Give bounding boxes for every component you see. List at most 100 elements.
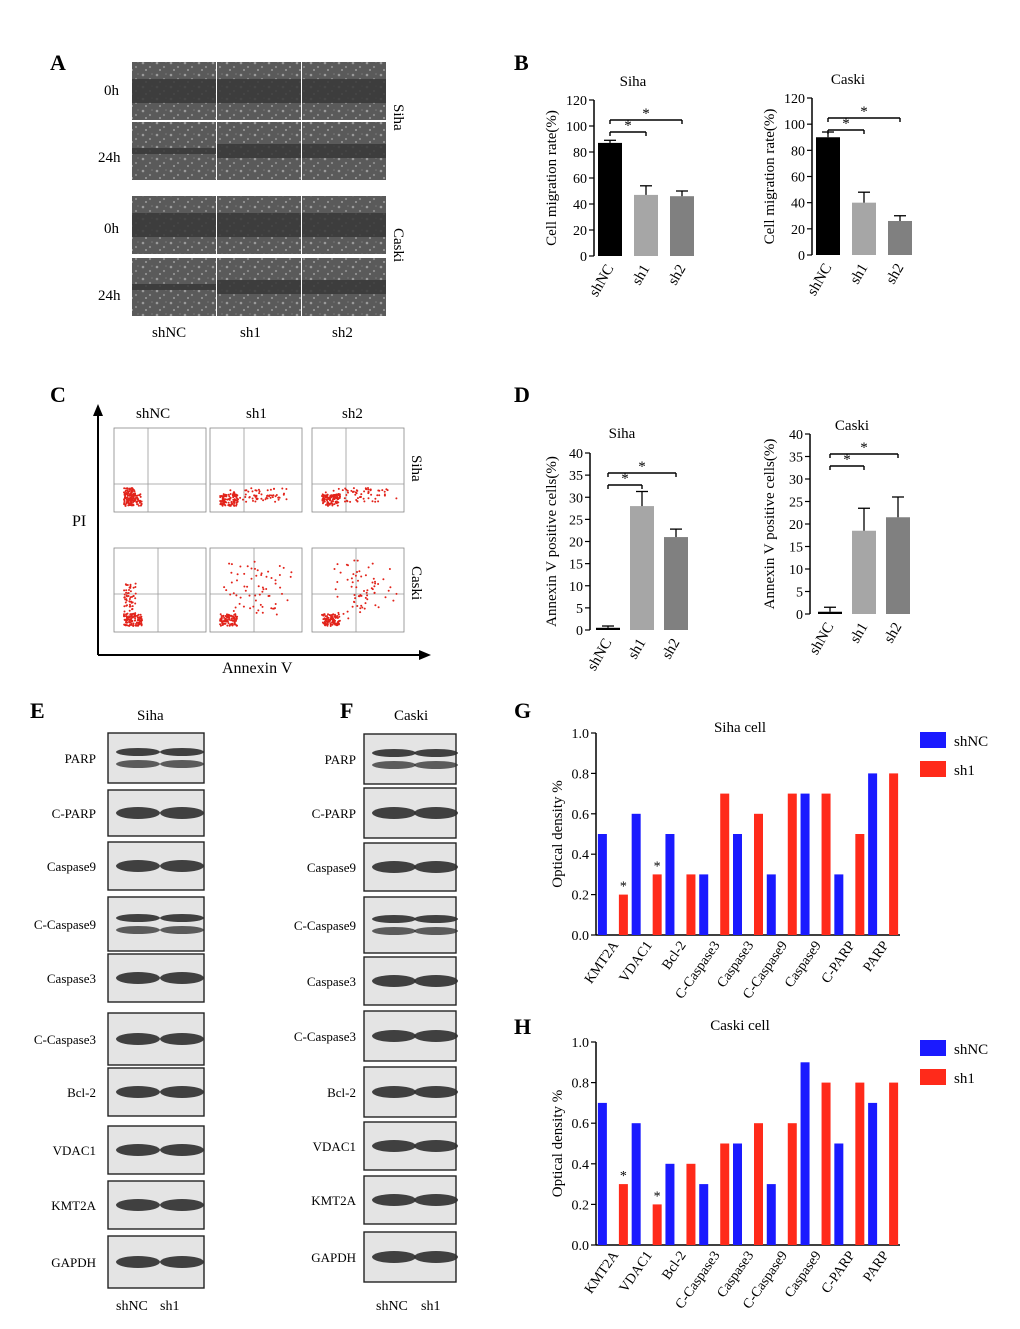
wound-gap: [302, 79, 386, 103]
flow-event: [351, 491, 354, 493]
flow-event: [123, 589, 126, 592]
flow-event: [132, 495, 135, 498]
wound-gap: [217, 213, 301, 237]
flow-event: [353, 594, 356, 596]
flow-event: [357, 579, 359, 582]
flow-event: [336, 493, 338, 496]
panel-letter-b: B: [514, 50, 529, 75]
flow-event: [326, 624, 329, 627]
blot-label: C-PARP: [312, 806, 356, 821]
flow-event: [255, 611, 258, 614]
flow-event: [256, 497, 259, 500]
blot-label: Bcl-2: [327, 1085, 356, 1100]
flow-event: [337, 620, 340, 623]
flow-event: [256, 569, 259, 572]
blot-band: [414, 761, 458, 769]
flow-event: [129, 500, 132, 503]
flow-event: [232, 619, 235, 622]
blot-band: [414, 1086, 458, 1098]
bar-shNC-C-Caspase9: [766, 1184, 776, 1245]
flow-event: [125, 584, 128, 586]
blot-band: [372, 807, 416, 819]
flow-event: [331, 617, 334, 620]
flow-event: [224, 498, 227, 501]
flow-event: [244, 589, 247, 592]
flow-event: [322, 498, 324, 501]
bar-sh1-Bcl-2: [686, 1163, 696, 1245]
bar-shNC-C-Caspase9: [766, 874, 776, 935]
flow-event: [350, 489, 353, 492]
bar-shNC-Caspase3: [733, 834, 742, 935]
flow-event: [131, 605, 134, 608]
blot-label: VDAC1: [53, 1143, 96, 1158]
flow-event: [327, 504, 329, 507]
blot-band: [414, 1140, 458, 1152]
flow-event: [123, 596, 126, 599]
flow-event: [354, 493, 357, 496]
flow-event: [331, 503, 334, 506]
flow-event: [136, 494, 139, 497]
flow-event: [219, 624, 222, 627]
flow-event: [277, 498, 280, 501]
flow-event: [124, 624, 127, 627]
flow-event: [344, 487, 347, 490]
blot-label: Bcl-2: [67, 1085, 96, 1100]
flow-event: [262, 588, 265, 591]
flow-event: [356, 500, 359, 503]
y-tick-label: 10: [569, 580, 583, 595]
bar-sh1-Caspase3: [754, 813, 763, 935]
flow-event: [130, 600, 133, 603]
flow-event: [359, 611, 362, 614]
blot-band: [372, 927, 416, 935]
flow-event: [131, 608, 134, 610]
time-label-caski-0h: 0h: [104, 221, 120, 237]
flow-event: [353, 559, 356, 562]
flow-event: [127, 595, 130, 597]
flow-event: [257, 488, 260, 491]
y-tick-label: 40: [569, 447, 583, 462]
flow-event: [371, 581, 374, 584]
flow-event: [322, 618, 325, 621]
flow-event: [336, 595, 339, 598]
flow-event: [219, 623, 222, 626]
flow-event: [235, 594, 238, 597]
flow-event: [346, 578, 349, 581]
flow-event: [272, 607, 275, 610]
flow-event: [230, 614, 233, 617]
flow-event: [365, 488, 368, 491]
flow-event: [335, 497, 338, 500]
blot-band: [414, 861, 458, 873]
flow-event: [228, 562, 231, 565]
flow-event: [227, 501, 230, 504]
flow-event: [259, 603, 262, 606]
flow-event: [232, 496, 235, 499]
flow-event: [123, 491, 125, 494]
sig-star: *: [642, 106, 650, 122]
flow-event: [329, 622, 332, 625]
flow-event: [131, 487, 134, 490]
flow-event: [372, 577, 375, 580]
chart-h: Caski cell Optical density % 0.0 0.2 0.4 0.6 0…: [550, 1018, 988, 1312]
chart-ylabel: Annexin V positive cells(%): [762, 439, 778, 610]
flow-event: [128, 619, 131, 622]
flow-event: [374, 604, 377, 607]
flow-event: [274, 495, 277, 498]
legend-label: shNC: [954, 1042, 988, 1058]
y-tick-label: 25: [569, 513, 583, 528]
flow-event: [132, 622, 135, 625]
flow-event: [224, 622, 227, 625]
flow-event: [223, 619, 226, 622]
x-tick-label: PARP: [861, 1249, 893, 1285]
flow-event: [232, 592, 235, 595]
x-tick-label: VDAC1: [617, 1249, 656, 1296]
flow-event: [329, 494, 332, 497]
flow-event: [129, 623, 131, 626]
chart-title: Siha: [620, 74, 647, 90]
y-tick-label: 1.0: [572, 1036, 590, 1051]
flow-event: [273, 487, 275, 490]
flow-event: [334, 613, 336, 616]
flow-event: [261, 605, 264, 608]
y-tick-label: 100: [784, 118, 805, 133]
blot-frame: [107, 732, 205, 784]
